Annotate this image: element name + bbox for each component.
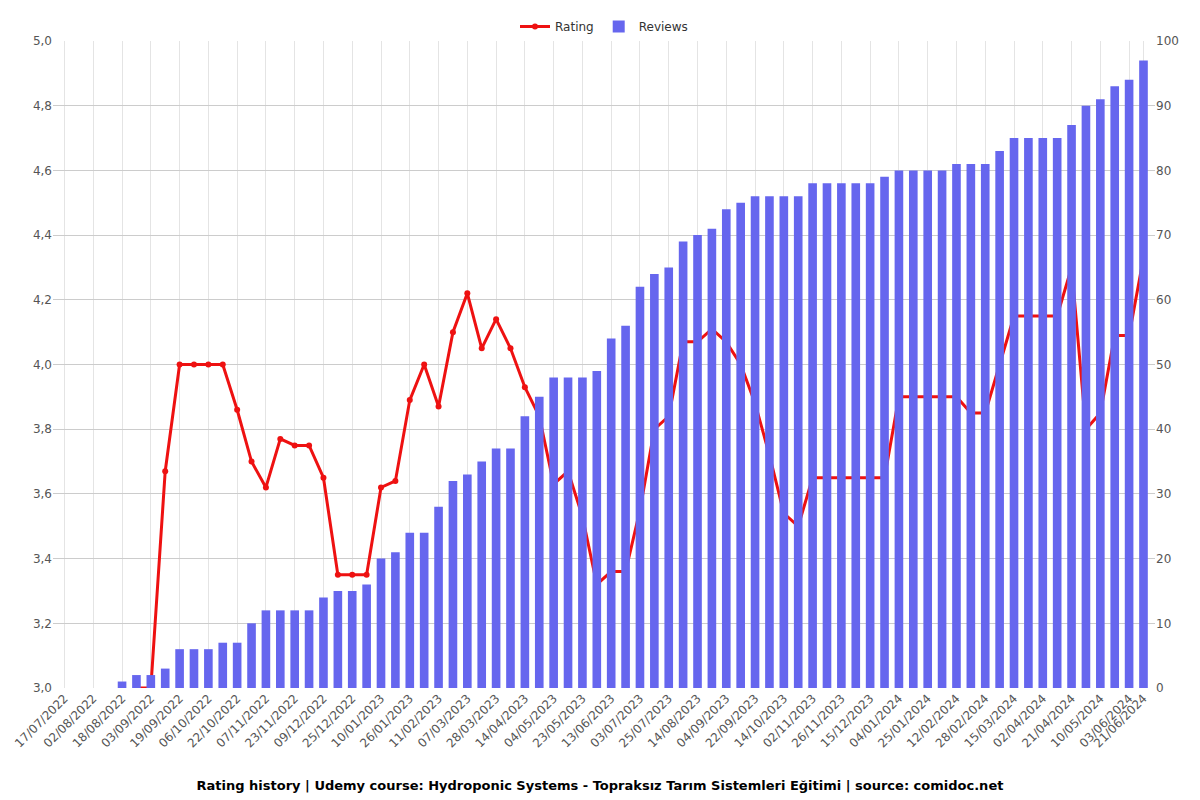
svg-text:04/05/2023: 04/05/2023 — [501, 691, 560, 750]
svg-text:3,2: 3,2 — [33, 617, 52, 631]
svg-text:25/01/2024: 25/01/2024 — [875, 691, 934, 750]
svg-text:70: 70 — [1156, 228, 1171, 242]
svg-text:3,6: 3,6 — [33, 487, 52, 501]
svg-text:25/07/2023: 25/07/2023 — [616, 691, 675, 750]
svg-text:60: 60 — [1156, 293, 1171, 307]
svg-text:14/10/2023: 14/10/2023 — [731, 691, 790, 750]
svg-text:21/04/2024: 21/04/2024 — [1019, 691, 1078, 750]
svg-text:80: 80 — [1156, 164, 1171, 178]
svg-text:03/06/2024: 03/06/2024 — [1077, 691, 1136, 750]
svg-text:02/11/2023: 02/11/2023 — [760, 691, 819, 750]
svg-text:4,6: 4,6 — [33, 164, 52, 178]
svg-text:26/11/2023: 26/11/2023 — [789, 691, 848, 750]
svg-text:11/02/2023: 11/02/2023 — [386, 691, 445, 750]
svg-text:100: 100 — [1156, 34, 1179, 48]
svg-text:5,0: 5,0 — [33, 34, 52, 48]
svg-text:02/08/2022: 02/08/2022 — [41, 691, 100, 750]
svg-text:25/12/2022: 25/12/2022 — [300, 691, 359, 750]
svg-text:19/09/2022: 19/09/2022 — [127, 691, 186, 750]
svg-text:14/08/2023: 14/08/2023 — [645, 691, 704, 750]
svg-text:4,4: 4,4 — [33, 228, 52, 242]
svg-text:14/04/2023: 14/04/2023 — [472, 691, 531, 750]
svg-text:22/09/2023: 22/09/2023 — [703, 691, 762, 750]
svg-text:Reviews: Reviews — [639, 20, 688, 34]
svg-text:17/07/2022: 17/07/2022 — [12, 691, 71, 750]
svg-text:3,8: 3,8 — [33, 422, 52, 436]
svg-text:0: 0 — [1156, 681, 1164, 695]
svg-text:21/06/2024: 21/06/2024 — [1091, 691, 1150, 750]
svg-text:20: 20 — [1156, 552, 1171, 566]
svg-text:4,0: 4,0 — [33, 358, 52, 372]
svg-text:28/02/2024: 28/02/2024 — [933, 691, 992, 750]
svg-text:15/12/2023: 15/12/2023 — [818, 691, 877, 750]
svg-text:07/03/2023: 07/03/2023 — [415, 691, 474, 750]
svg-text:10/05/2024: 10/05/2024 — [1048, 691, 1107, 750]
svg-text:03/09/2022: 03/09/2022 — [98, 691, 157, 750]
svg-text:07/11/2022: 07/11/2022 — [213, 691, 272, 750]
svg-text:15/03/2024: 15/03/2024 — [962, 691, 1021, 750]
svg-text:23/11/2022: 23/11/2022 — [242, 691, 301, 750]
svg-text:50: 50 — [1156, 358, 1171, 372]
svg-text:10/01/2023: 10/01/2023 — [329, 691, 388, 750]
svg-text:28/03/2023: 28/03/2023 — [444, 691, 503, 750]
svg-text:06/10/2022: 06/10/2022 — [156, 691, 215, 750]
svg-text:4,8: 4,8 — [33, 99, 52, 113]
svg-text:3,4: 3,4 — [33, 552, 52, 566]
svg-text:02/04/2024: 02/04/2024 — [990, 691, 1049, 750]
svg-text:26/01/2023: 26/01/2023 — [357, 691, 416, 750]
svg-text:40: 40 — [1156, 422, 1171, 436]
svg-text:03/07/2023: 03/07/2023 — [588, 691, 647, 750]
svg-text:Rating history | Udemy course:: Rating history | Udemy course: Hydroponi… — [197, 778, 1004, 793]
svg-text:10: 10 — [1156, 617, 1171, 631]
svg-text:18/08/2022: 18/08/2022 — [70, 691, 129, 750]
svg-text:09/12/2022: 09/12/2022 — [271, 691, 330, 750]
svg-text:04/09/2023: 04/09/2023 — [674, 691, 733, 750]
svg-text:90: 90 — [1156, 99, 1171, 113]
svg-text:30: 30 — [1156, 487, 1171, 501]
svg-text:Rating: Rating — [555, 20, 594, 34]
svg-text:4,2: 4,2 — [33, 293, 52, 307]
svg-text:23/05/2023: 23/05/2023 — [530, 691, 589, 750]
svg-text:13/06/2023: 13/06/2023 — [559, 691, 618, 750]
svg-text:22/10/2022: 22/10/2022 — [185, 691, 244, 750]
svg-text:12/02/2024: 12/02/2024 — [904, 691, 963, 750]
svg-text:04/01/2024: 04/01/2024 — [846, 691, 905, 750]
svg-text:3,0: 3,0 — [33, 681, 52, 695]
